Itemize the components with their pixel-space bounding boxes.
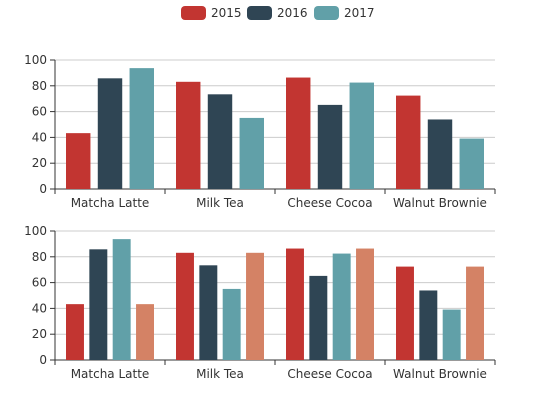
- bottom-bar: [89, 249, 108, 360]
- bottom-bar: [136, 304, 154, 360]
- bottom-y-tick-label: 40: [32, 301, 47, 315]
- bottom-bar: [396, 266, 414, 360]
- bottom-x-tick-label: Walnut Brownie: [393, 367, 487, 381]
- bottom-bar: [246, 252, 264, 360]
- top-y-tick-label: 40: [32, 130, 47, 144]
- bottom-bar: [66, 304, 84, 360]
- legend-label-2016: 2016: [277, 6, 308, 20]
- top-bar: [176, 81, 201, 189]
- bottom-bar: [309, 275, 328, 360]
- bottom-bar: [176, 252, 194, 360]
- bottom-y-tick-label: 20: [32, 327, 47, 341]
- top-bar: [317, 104, 343, 189]
- top-bar: [459, 138, 484, 189]
- bottom-bar: [466, 266, 484, 360]
- top-x-tick-label: Milk Tea: [196, 196, 244, 210]
- legend-swatch-2015: [181, 6, 206, 20]
- top-bar: [239, 117, 264, 189]
- legend-item-2017[interactable]: 2017: [314, 3, 375, 23]
- top-y-tick-label: 60: [32, 105, 47, 119]
- legend-label-2015: 2015: [211, 6, 242, 20]
- legend-item-2015[interactable]: 2015: [181, 3, 242, 23]
- legend-label-2017: 2017: [344, 6, 375, 20]
- top-bar: [129, 68, 154, 189]
- bottom-bar: [442, 309, 461, 360]
- top-x-tick-label: Walnut Brownie: [393, 196, 487, 210]
- bottom-y-tick-label: 60: [32, 276, 47, 290]
- top-x-tick-label: Matcha Latte: [71, 196, 150, 210]
- top-y-tick-label: 100: [24, 53, 47, 67]
- top-bar: [427, 119, 453, 189]
- top-bar: [207, 94, 233, 189]
- legend-item-2016[interactable]: 2016: [247, 3, 308, 23]
- top-y-tick-label: 0: [39, 182, 47, 196]
- top-y-tick-label: 20: [32, 156, 47, 170]
- bottom-y-tick-label: 0: [39, 353, 47, 367]
- bottom-y-tick-label: 80: [32, 250, 47, 264]
- top-bar: [286, 77, 311, 189]
- bottom-bar: [356, 248, 374, 360]
- bottom-bar: [286, 248, 304, 360]
- bottom-bar: [112, 239, 131, 360]
- top-bar: [349, 82, 374, 189]
- bottom-bar: [332, 253, 351, 360]
- legend-swatch-2017: [314, 6, 339, 20]
- top-bar: [97, 78, 123, 189]
- top-bar: [396, 95, 421, 189]
- bottom-bar: [199, 265, 218, 360]
- bottom-x-tick-label: Matcha Latte: [71, 367, 150, 381]
- top-y-tick-label: 80: [32, 79, 47, 93]
- bottom-bar: [419, 290, 438, 360]
- legend-swatch-2016: [247, 6, 272, 20]
- bottom-bar: [222, 288, 241, 360]
- bottom-x-tick-label: Milk Tea: [196, 367, 244, 381]
- bottom-y-tick-label: 100: [24, 224, 47, 238]
- top-x-tick-label: Cheese Cocoa: [287, 196, 372, 210]
- bottom-x-tick-label: Cheese Cocoa: [287, 367, 372, 381]
- top-bar: [66, 133, 91, 189]
- chart-legend: 2015 2016 2017: [0, 3, 550, 23]
